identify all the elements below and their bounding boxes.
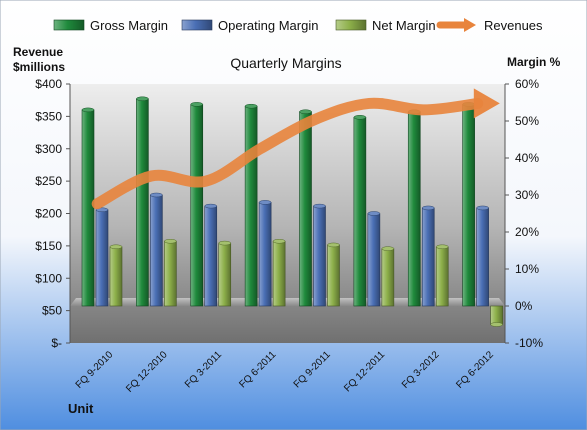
bar-net-margin [490,305,503,325]
bar-net-margin [164,240,177,307]
bar-cap-gross-margin [81,107,95,113]
right-axis-tick-label: 50% [515,114,539,128]
plot-floor [70,298,505,306]
x-axis-title: Unit [68,401,94,416]
bar-gross-margin [407,111,421,307]
revenues-arrowhead [473,88,500,119]
left-axis-title-line-1: Revenue [13,45,63,59]
bar-cap-gross-margin [136,96,149,102]
bar-operating-margin [421,207,435,307]
legend-label: Revenues [484,18,543,33]
legend-swatch-gross-margin [53,19,85,31]
bar-cap-net-margin [272,239,286,244]
bar-operating-margin [313,205,326,307]
bar-operating-margin [204,205,218,307]
left-axis-tick-label: $- [51,336,62,350]
bar-cap-net-margin [436,244,449,250]
legend: Gross Margin Operating Margin Net Margin Re… [53,18,543,33]
right-axis-tick-label: 30% [515,188,539,202]
bar-cap-net-margin [381,246,395,251]
right-axis-tick-label: 40% [515,151,539,165]
legend-label: Net Margin [372,18,436,33]
left-axis-title: Revenue $millions [13,45,66,74]
legend-swatch-net-margin [335,19,367,31]
left-axis-tick-label: $350 [35,109,62,123]
right-axis-tick-label: 20% [515,225,539,239]
bar-net-margin [109,246,123,307]
bar-gross-margin [136,98,149,307]
bar-gross-margin [353,117,367,307]
bar-cap-net-margin [164,239,177,244]
legend-label: Gross Margin [90,18,168,33]
bar-operating-margin [95,209,109,307]
bar-cap-operating-margin [258,200,272,205]
bar-cap-net-margin [109,244,123,250]
bar-operating-margin [150,194,163,307]
bar-operating-margin [476,207,489,307]
left-axis-tick-label: $150 [35,239,62,253]
bar-net-margin [381,248,395,307]
bar-cap-operating-margin [367,211,381,216]
bar-operating-margin [367,213,381,307]
bar-net-margin [272,240,286,307]
right-axis-tick-label: 0% [515,299,533,313]
right-axis-tick-label: 60% [515,77,539,91]
left-axis-tick-label: $50 [42,304,62,318]
bar-gross-margin [244,105,258,307]
legend-swatch-operating-margin [181,19,213,31]
right-axis-title: Margin % [507,55,561,69]
left-axis-tick-label: $200 [35,207,62,221]
bar-cap-gross-margin [353,115,367,120]
left-axis-tick-label: $100 [35,271,62,285]
bar-operating-margin [258,202,272,307]
bar-cap-operating-margin [204,203,217,209]
right-axis-tick-label: -10% [515,336,543,350]
bar-gross-margin [299,111,312,307]
bar-gross-margin [81,109,95,307]
bar-cap-operating-margin [422,205,435,211]
bar-gross-margin [190,104,204,307]
bar-cap-net-margin [218,240,231,246]
bar-gross-margin [462,104,475,307]
bar-cap-net-margin [490,322,503,327]
bar-net-margin [435,246,449,307]
bar-net-margin [218,242,232,307]
left-axis-tick-label: $250 [35,174,62,188]
right-axis-tick-label: 10% [515,262,539,276]
left-axis-tick-label: $400 [35,77,62,91]
revenues-line [91,97,484,210]
bar-cap-gross-margin [244,103,258,109]
bar-cap-gross-margin [190,102,203,107]
left-axis-tick-label: $300 [35,142,62,156]
data-marks [81,88,503,327]
left-axis-title-line-2: $millions [13,60,65,74]
bar-cap-net-margin [327,242,340,248]
legend-label: Operating Margin [218,18,318,33]
bar-cap-gross-margin [299,109,312,114]
chart-title: Quarterly Margins [230,55,341,71]
bar-net-margin [327,244,340,307]
bar-cap-operating-margin [476,205,489,211]
bar-cap-operating-margin [150,192,163,198]
legend-swatch-revenues-arrow [464,18,476,32]
bar-cap-operating-margin [313,203,326,209]
